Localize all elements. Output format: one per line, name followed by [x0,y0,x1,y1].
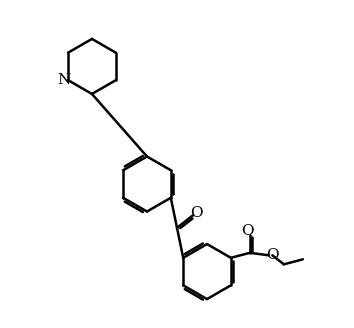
Text: O: O [190,206,203,220]
Text: O: O [241,224,254,238]
Text: O: O [266,248,279,262]
Text: N: N [57,73,71,87]
